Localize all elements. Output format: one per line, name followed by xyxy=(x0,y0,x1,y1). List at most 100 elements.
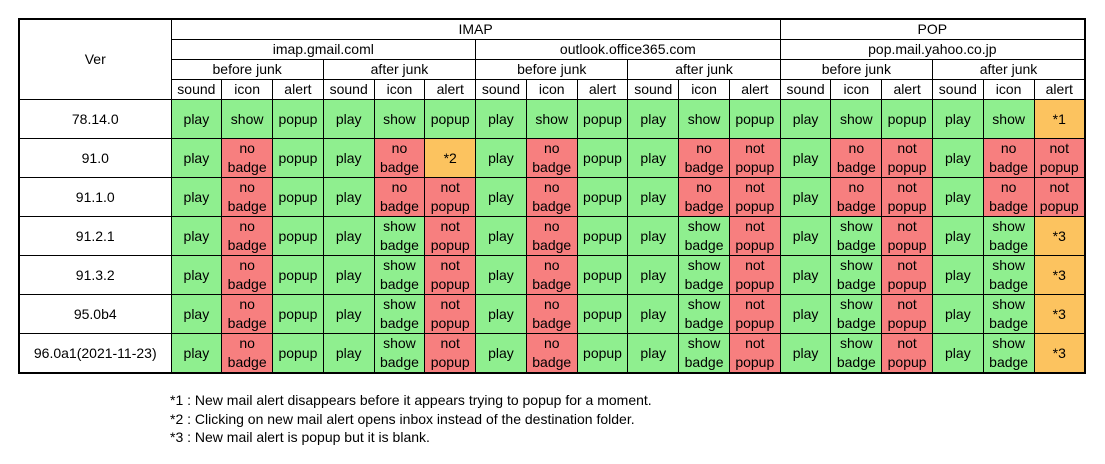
status-cell: not popup xyxy=(424,177,477,217)
column-header: sound xyxy=(627,79,680,100)
status-cell: play xyxy=(931,333,984,374)
status-cell: not popup xyxy=(728,255,781,295)
status-cell: play xyxy=(779,333,832,374)
status-cell: not popup xyxy=(424,255,477,295)
status-cell: no badge xyxy=(525,294,578,334)
status-cell: popup xyxy=(272,177,324,217)
status-cell: no badge xyxy=(221,333,274,374)
status-cell: no badge xyxy=(221,216,274,256)
status-cell: play xyxy=(779,216,832,256)
status-cell: show badge xyxy=(982,216,1035,256)
version-cell: 91.0 xyxy=(18,138,172,178)
status-cell: no badge xyxy=(221,294,274,334)
ver-header: Ver xyxy=(18,18,172,100)
status-cell: play xyxy=(322,99,375,139)
status-cell: show badge xyxy=(982,333,1035,374)
status-cell: *2 xyxy=(424,138,477,178)
data-row: 96.0a1(2021-11-23) play no badge popup play s… xyxy=(18,333,1086,374)
status-cell: play xyxy=(779,255,832,295)
status-cell: show badge xyxy=(373,333,426,374)
status-cell: not popup xyxy=(424,216,477,256)
status-cell: no badge xyxy=(830,138,883,178)
status-cell: play xyxy=(779,294,832,334)
status-cell: popup xyxy=(272,138,324,178)
status-cell: no badge xyxy=(221,255,274,295)
status-cell: play xyxy=(322,294,375,334)
column-header: alert xyxy=(424,79,477,100)
status-cell: popup xyxy=(272,294,324,334)
column-header: alert xyxy=(881,79,933,100)
status-cell: popup xyxy=(576,333,629,374)
column-header: sound xyxy=(779,79,832,100)
status-cell: not popup xyxy=(881,216,933,256)
header-row: Ver IMAP POP xyxy=(18,18,1086,100)
header-row: before junk after junk before junk after ju… xyxy=(19,59,1086,80)
column-header: icon xyxy=(830,79,883,100)
protocol-header: POP xyxy=(779,18,1086,40)
column-header: sound xyxy=(475,79,527,100)
status-cell: not popup xyxy=(728,138,781,178)
status-cell: play xyxy=(627,138,680,178)
status-cell: play xyxy=(627,216,680,256)
column-header: icon xyxy=(982,79,1035,100)
version-cell: 95.0b4 xyxy=(18,294,172,334)
status-cell: show xyxy=(525,99,578,139)
status-cell: show badge xyxy=(830,216,883,256)
status-cell: popup xyxy=(272,255,324,295)
status-cell: *3 xyxy=(1033,255,1086,295)
status-cell: *3 xyxy=(1033,333,1086,374)
status-cell: not popup xyxy=(424,294,477,334)
status-cell: play xyxy=(627,333,680,374)
status-cell: play xyxy=(170,294,223,334)
status-cell: popup xyxy=(576,177,629,217)
status-cell: not popup xyxy=(1033,177,1086,217)
data-row: 91.2.1 play no badge popup play show badge not… xyxy=(18,216,1086,256)
status-cell: show xyxy=(373,99,426,139)
status-cell: *1 xyxy=(1033,99,1086,139)
status-cell: no badge xyxy=(678,138,730,178)
status-cell: popup xyxy=(576,138,629,178)
status-cell: play xyxy=(931,138,984,178)
status-cell: popup xyxy=(576,294,629,334)
column-header: icon xyxy=(221,79,274,100)
status-cell: no badge xyxy=(525,333,578,374)
status-cell: show badge xyxy=(678,255,730,295)
status-cell: play xyxy=(931,255,984,295)
status-cell: show badge xyxy=(830,255,883,295)
status-cell: play xyxy=(627,177,680,217)
group-header: before junk xyxy=(170,59,324,80)
status-cell: not popup xyxy=(728,294,781,334)
status-cell: play xyxy=(931,177,984,217)
notes: *1 : New mail alert disappears before it… xyxy=(170,391,652,447)
server-header: pop.mail.yahoo.co.jp xyxy=(779,39,1086,60)
status-cell: show badge xyxy=(678,333,730,374)
status-cell: play xyxy=(322,333,375,374)
version-cell: 96.0a1(2021-11-23) xyxy=(18,333,172,374)
group-header: after junk xyxy=(322,59,477,80)
status-cell: play xyxy=(931,216,984,256)
group-header: before junk xyxy=(475,59,629,80)
status-cell: no badge xyxy=(221,138,274,178)
status-cell: play xyxy=(170,216,223,256)
protocol-header: IMAP xyxy=(170,18,781,40)
status-cell: no badge xyxy=(678,177,730,217)
status-cell: no badge xyxy=(373,177,426,217)
status-cell: not popup xyxy=(881,294,933,334)
status-cell: show xyxy=(678,99,730,139)
status-cell: popup xyxy=(272,99,324,139)
status-cell: no badge xyxy=(525,255,578,295)
status-cell: no badge xyxy=(525,216,578,256)
note: *3 : New mail alert is popup but it is b… xyxy=(170,429,430,445)
status-cell: play xyxy=(475,216,527,256)
status-cell: *3 xyxy=(1033,216,1086,256)
server-header: imap.gmail.coml xyxy=(170,39,477,60)
data-row: 91.1.0 play no badge popup play no badge not p… xyxy=(18,177,1086,217)
status-cell: play xyxy=(475,177,527,217)
status-cell: play xyxy=(170,177,223,217)
version-cell: 91.2.1 xyxy=(18,216,172,256)
status-cell: no badge xyxy=(982,177,1035,217)
status-cell: play xyxy=(170,333,223,374)
status-cell: play xyxy=(475,99,527,139)
column-header: sound xyxy=(931,79,984,100)
